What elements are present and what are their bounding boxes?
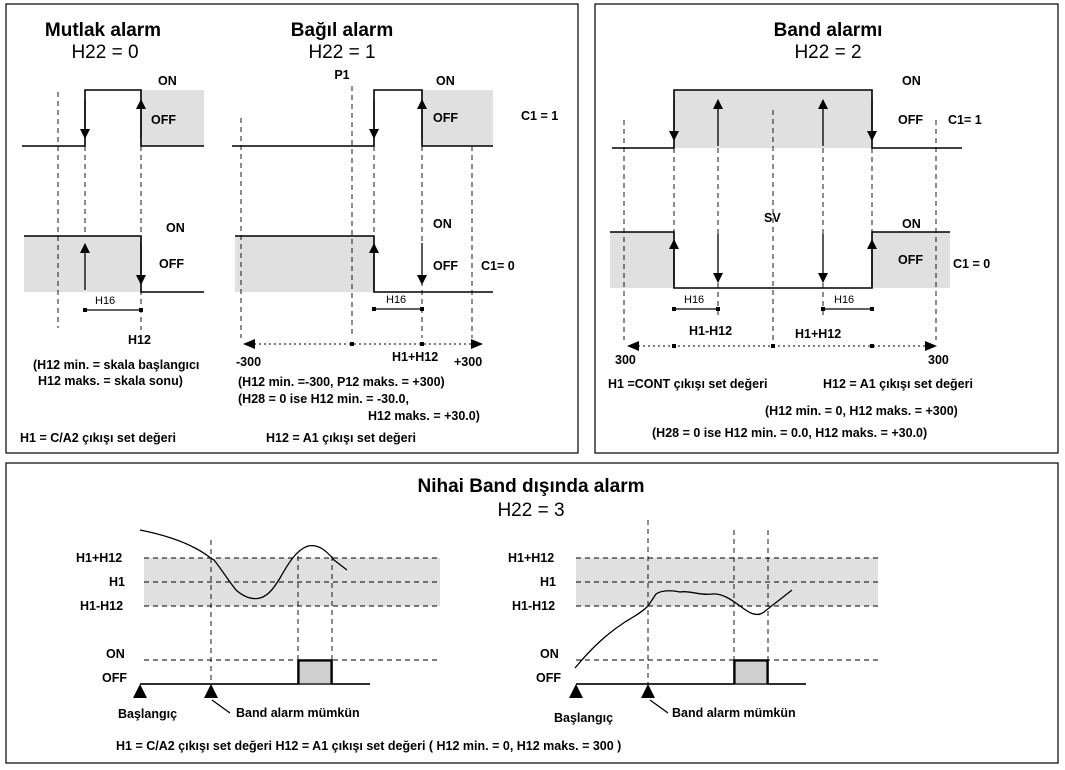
band-c1-1: C1= 1 xyxy=(948,113,982,127)
left-label-h1: H1 xyxy=(109,575,125,589)
rel-bottom-on: ON xyxy=(433,217,452,231)
left-label-hm: H1-H12 xyxy=(80,599,123,613)
left-start-label: Başlangıç xyxy=(118,707,177,721)
rel-title: Bağıl alarm xyxy=(291,20,393,41)
frame-bottom xyxy=(5,462,1059,764)
rel-c1-0: C1= 0 xyxy=(481,259,515,273)
rel-note-3: H12 maks. = +30.0) xyxy=(368,409,480,423)
rel-subtitle: H22 = 1 xyxy=(308,42,375,63)
left-label-on: ON xyxy=(106,647,125,661)
band-subtitle: H22 = 2 xyxy=(794,42,861,63)
right-enable-arrow xyxy=(641,684,655,698)
left-label-hp: H1+H12 xyxy=(76,551,122,565)
band-bottom-on: ON xyxy=(902,217,921,231)
band-top-signal xyxy=(612,89,962,149)
abs-subtitle: H22 = 0 xyxy=(71,42,138,63)
rel-bottom-off: OFF xyxy=(433,259,458,273)
abs-bottom-on: ON xyxy=(166,221,185,235)
bottom-chart-left: H1+H12 H1 H1-H12 ON OFF Başlangıç Band a… xyxy=(76,529,440,721)
left-process-curve xyxy=(139,529,348,600)
band-c1-0: C1 = 0 xyxy=(953,257,990,271)
right-start-arrow xyxy=(569,684,583,698)
abs-note-1: (H12 min. = skala başlangıcı xyxy=(33,358,199,372)
left-label-off: OFF xyxy=(102,671,127,685)
band-bottom-off: OFF xyxy=(898,253,923,267)
rel-top-shade xyxy=(422,90,493,146)
rel-c1-1: C1 = 1 xyxy=(521,109,558,123)
bottom-title: Nihai Band dışında alarm xyxy=(418,476,645,497)
rel-note-1: (H12 min. =-300, P12 maks. = +300) xyxy=(238,375,445,389)
rel-note-2: (H28 = 0 ise H12 min. = -30.0, xyxy=(238,392,409,406)
band-note-3: (H12 min. = 0, H12 maks. = +300) xyxy=(765,404,958,418)
left-footer-h12: H12 = A1 çıkışı set değeri xyxy=(266,431,416,445)
band-top-on: ON xyxy=(902,74,921,88)
abs-h12-label: H12 xyxy=(128,333,151,347)
absolute-alarm-panel: Mutlak alarm H22 = 0 ON OFF ON OFF H16 H… xyxy=(22,20,204,388)
relative-alarm-panel: Bağıl alarm H22 = 1 P1 ON OFF C1 = 1 ON … xyxy=(232,20,558,423)
abs-top-on: ON xyxy=(158,74,177,88)
abs-note-2: H12 maks. = skala sonu) xyxy=(38,374,183,388)
left-footer-h1: H1 = C/A2 çıkışı set değeri xyxy=(20,431,176,445)
left-start-arrow xyxy=(133,684,147,698)
rel-top-on: ON xyxy=(436,74,455,88)
left-alarm-pulse xyxy=(140,659,370,685)
right-enable-label: Band alarm mümkün xyxy=(672,706,796,720)
band-bottom-signal xyxy=(610,231,950,289)
right-label-h1: H1 xyxy=(540,575,556,589)
rel-top-signal xyxy=(232,89,493,147)
band-note-2: H12 = A1 çıkışı set değeri xyxy=(823,377,973,391)
band-note-1: H1 =CONT çıkışı set değeri xyxy=(608,377,767,391)
frame-band xyxy=(594,3,1059,454)
right-label-hm: H1-H12 xyxy=(512,599,555,613)
abs-bottom-off: OFF xyxy=(159,257,184,271)
band-title: Band alarmı xyxy=(774,20,883,41)
right-label-off: OFF xyxy=(536,671,561,685)
band-range-300-right: 300 xyxy=(928,353,949,367)
left-enable-label: Band alarm mümkün xyxy=(236,706,360,720)
right-label-on: ON xyxy=(540,647,559,661)
left-alarm-block xyxy=(298,660,332,685)
bottom-chart-right: H1+H12 H1 H1-H12 ON OFF Başlangıç Band a… xyxy=(508,520,878,725)
band-range-300-left: 300 xyxy=(615,353,636,367)
rel-top-off: OFF xyxy=(433,111,458,125)
rel-h16-label: H16 xyxy=(386,294,406,306)
final-band-panel: Nihai Band dışında alarm H22 = 3 H1+H12 … xyxy=(76,476,878,753)
abs-bottom-shade xyxy=(24,236,141,292)
band-bottom-shade-left xyxy=(610,232,674,288)
rel-range-pos300: +300 xyxy=(454,355,482,369)
abs-top-off: OFF xyxy=(151,113,176,127)
band-range-h1m: H1-H12 xyxy=(689,324,732,338)
abs-h16-label: H16 xyxy=(95,295,115,307)
band-range-h1p: H1+H12 xyxy=(795,327,841,341)
bottom-footer: H1 = C/A2 çıkışı set değeri H12 = A1 çık… xyxy=(116,739,621,753)
right-enable-leader xyxy=(649,699,669,714)
left-enable-arrow xyxy=(204,684,218,698)
band-top-off: OFF xyxy=(898,113,923,127)
right-process-curve xyxy=(574,589,793,669)
rel-bottom-shade xyxy=(235,236,374,292)
abs-title: Mutlak alarm xyxy=(45,20,161,41)
left-enable-leader xyxy=(211,699,231,714)
bottom-subtitle: H22 = 3 xyxy=(497,500,564,521)
band-h16-label-right: H16 xyxy=(834,294,854,306)
band-bottom-shade-right xyxy=(872,232,950,288)
abs-top-signal xyxy=(22,89,204,147)
rel-range-h1h12: H1+H12 xyxy=(392,350,438,364)
abs-top-shade xyxy=(141,90,204,146)
right-alarm-block xyxy=(734,660,768,685)
right-label-hp: H1+H12 xyxy=(508,551,554,565)
rel-range-neg300: -300 xyxy=(236,355,261,369)
band-h16-label-left: H16 xyxy=(684,294,704,306)
band-alarm-panel: Band alarmı H22 = 2 ON OFF C1= 1 ON OFF … xyxy=(608,20,990,440)
right-start-label: Başlangıç xyxy=(554,711,613,725)
band-note-4: (H28 = 0 ise H12 min. = 0.0, H12 maks. =… xyxy=(652,426,927,440)
right-alarm-pulse xyxy=(576,659,806,685)
rel-p1-label: P1 xyxy=(334,68,349,82)
frame-left xyxy=(5,3,579,454)
